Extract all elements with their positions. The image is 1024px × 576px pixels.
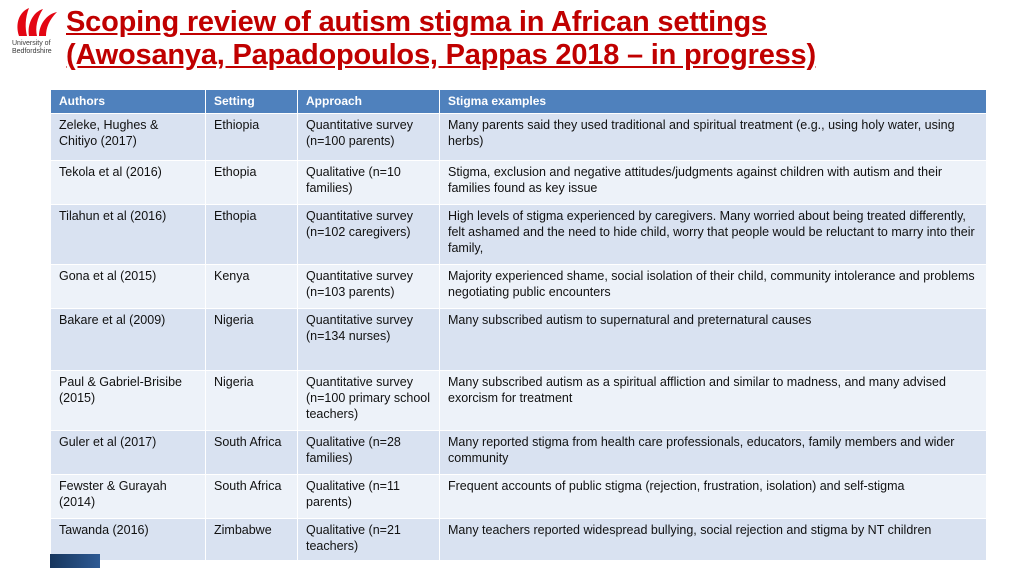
review-table-head: Authors Setting Approach Stigma examples <box>50 89 987 114</box>
cell-stigma: Majority experienced shame, social isola… <box>439 263 987 309</box>
university-logo-icon <box>8 6 64 40</box>
header-authors: Authors <box>50 89 206 114</box>
table-row: Zeleke, Hughes & Chitiyo (2017) Ethiopia Q… <box>50 112 987 161</box>
header-setting: Setting <box>205 89 298 114</box>
cell-authors: Fewster & Gurayah (2014) <box>50 473 206 519</box>
header-approach: Approach <box>297 89 440 114</box>
cell-stigma: Many parents said they used traditional … <box>439 112 987 161</box>
cell-approach: Quantitative survey (n=103 parents) <box>297 263 440 309</box>
slide-header: University of Bedfordshire Scoping revie… <box>0 0 1024 72</box>
cell-authors: Tilahun et al (2016) <box>50 203 206 265</box>
cell-setting: Nigeria <box>205 369 298 431</box>
cell-approach: Qualitative (n=11 parents) <box>297 473 440 519</box>
cell-approach: Qualitative (n=21 teachers) <box>297 517 440 561</box>
cell-authors: Zeleke, Hughes & Chitiyo (2017) <box>50 112 206 161</box>
cell-authors: Bakare et al (2009) <box>50 307 206 371</box>
cell-setting: Kenya <box>205 263 298 309</box>
table-row: Tawanda (2016) Zimbabwe Qualitative (n=21 … <box>50 517 987 561</box>
cell-stigma: Many reported stigma from health care pr… <box>439 429 987 475</box>
table-row: Tilahun et al (2016) Ethopia Quantitative … <box>50 203 987 265</box>
cell-authors: Paul & Gabriel-Brisibe (2015) <box>50 369 206 431</box>
cell-setting: Zimbabwe <box>205 517 298 561</box>
slide-title-line2: (Awosanya, Papadopoulos, Pappas 2018 – i… <box>66 39 816 72</box>
cell-stigma: Stigma, exclusion and negative attitudes… <box>439 159 987 205</box>
footer-accent-bar <box>50 554 100 568</box>
header-row: Authors Setting Approach Stigma examples <box>50 89 987 114</box>
header-stigma-examples: Stigma examples <box>439 89 987 114</box>
cell-approach: Quantitative survey (n=100 primary schoo… <box>297 369 440 431</box>
cell-approach: Qualitative (n=28 families) <box>297 429 440 475</box>
cell-authors: Tekola et al (2016) <box>50 159 206 205</box>
university-logo: University of Bedfordshire <box>8 6 64 55</box>
slide-title-line1: Scoping review of autism stigma in Afric… <box>66 6 767 38</box>
cell-setting: South Africa <box>205 473 298 519</box>
cell-setting: Nigeria <box>205 307 298 371</box>
review-table-body: Zeleke, Hughes & Chitiyo (2017) Ethiopia Q… <box>50 112 987 561</box>
cell-stigma: Many subscribed autism as a spiritual af… <box>439 369 987 431</box>
cell-stigma: Many teachers reported widespread bullyi… <box>439 517 987 561</box>
cell-setting: Ethopia <box>205 203 298 265</box>
slide-title: Scoping review of autism stigma in Afric… <box>66 6 816 72</box>
cell-stigma: Frequent accounts of public stigma (reje… <box>439 473 987 519</box>
table-row: Tekola et al (2016) Ethopia Qualitative (n… <box>50 159 987 205</box>
cell-authors: Tawanda (2016) <box>50 517 206 561</box>
university-logo-text: University of Bedfordshire <box>12 40 52 55</box>
table-row: Guler et al (2017) South Africa Qualitativ… <box>50 429 987 475</box>
cell-approach: Quantitative survey (n=102 caregivers) <box>297 203 440 265</box>
cell-stigma: Many subscribed autism to supernatural a… <box>439 307 987 371</box>
cell-setting: South Africa <box>205 429 298 475</box>
cell-authors: Gona et al (2015) <box>50 263 206 309</box>
cell-stigma: High levels of stigma experienced by car… <box>439 203 987 265</box>
table-row: Bakare et al (2009) Nigeria Quantitative s… <box>50 307 987 371</box>
cell-approach: Quantitative survey (n=100 parents) <box>297 112 440 161</box>
cell-approach: Qualitative (n=10 families) <box>297 159 440 205</box>
table-row: Paul & Gabriel-Brisibe (2015) Nigeria Quan… <box>50 369 987 431</box>
cell-setting: Ethiopia <box>205 112 298 161</box>
cell-setting: Ethopia <box>205 159 298 205</box>
cell-authors: Guler et al (2017) <box>50 429 206 475</box>
cell-approach: Quantitative survey (n=134 nurses) <box>297 307 440 371</box>
table-row: Fewster & Gurayah (2014) South Africa Qual… <box>50 473 987 519</box>
review-table: Authors Setting Approach Stigma examples… <box>50 89 987 561</box>
table-row: Gona et al (2015) Kenya Quantitative surve… <box>50 263 987 309</box>
